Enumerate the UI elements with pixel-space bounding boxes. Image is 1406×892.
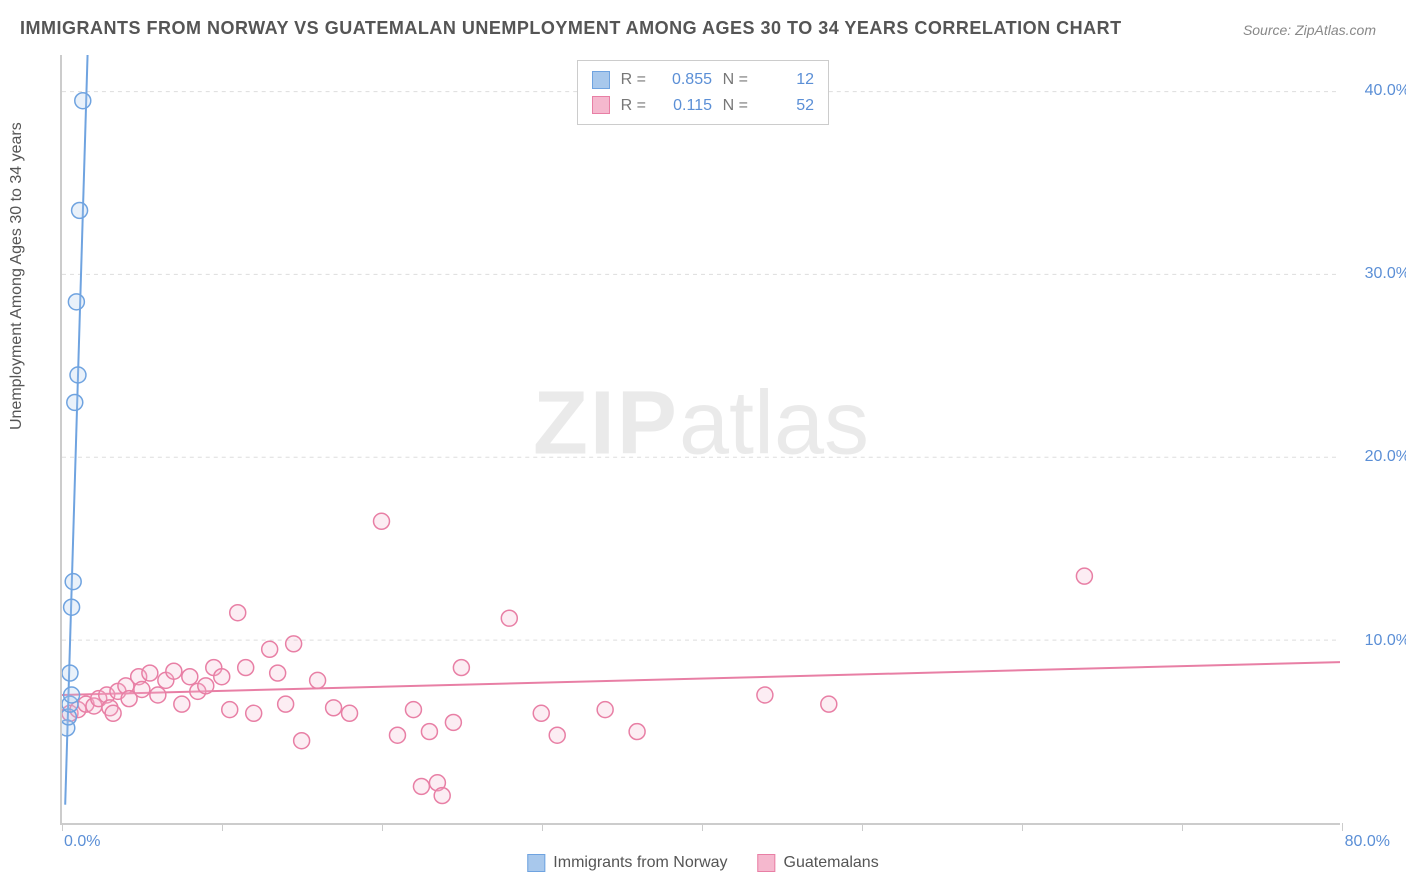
swatch-guatemalans [592, 96, 610, 114]
plot-area: ZIPatlas 10.0%20.0%30.0%40.0%0.0%80.0% [60, 55, 1340, 825]
correlation-row-norway: R = 0.855 N = 12 [592, 67, 814, 93]
n-value-guatemalans: 52 [756, 93, 814, 119]
y-tick-label: 30.0% [1365, 265, 1406, 283]
legend-item-norway: Immigrants from Norway [527, 854, 727, 872]
n-value-norway: 12 [756, 67, 814, 93]
r-value-norway: 0.855 [654, 67, 712, 93]
x-tick-label: 80.0% [1345, 833, 1390, 851]
x-tick [222, 823, 223, 831]
chart-title: IMMIGRANTS FROM NORWAY VS GUATEMALAN UNE… [20, 18, 1122, 39]
x-tick [382, 823, 383, 831]
legend-label-guatemalans: Guatemalans [784, 854, 879, 872]
x-tick [1182, 823, 1183, 831]
r-label: R = [618, 67, 646, 93]
r-value-guatemalans: 0.115 [654, 93, 712, 119]
y-tick-label: 40.0% [1365, 82, 1406, 100]
legend-label-norway: Immigrants from Norway [553, 854, 727, 872]
y-tick-label: 20.0% [1365, 448, 1406, 466]
watermark-rest: atlas [679, 373, 869, 473]
x-tick [702, 823, 703, 831]
x-tick [542, 823, 543, 831]
y-axis-title: Unemployment Among Ages 30 to 34 years [8, 122, 26, 430]
correlation-row-guatemalans: R = 0.115 N = 52 [592, 93, 814, 119]
y-tick-label: 10.0% [1365, 632, 1406, 650]
source-attribution: Source: ZipAtlas.com [1243, 22, 1376, 38]
swatch-norway-icon [527, 854, 545, 872]
swatch-norway [592, 71, 610, 89]
x-tick [1022, 823, 1023, 831]
x-tick [862, 823, 863, 831]
n-label: N = [720, 67, 748, 93]
watermark-bold: ZIP [533, 373, 679, 473]
r-label: R = [618, 93, 646, 119]
x-tick [62, 823, 63, 831]
legend-item-guatemalans: Guatemalans [758, 854, 879, 872]
n-label: N = [720, 93, 748, 119]
swatch-guatemalans-icon [758, 854, 776, 872]
series-legend: Immigrants from Norway Guatemalans [527, 854, 878, 872]
x-tick-label: 0.0% [64, 833, 100, 851]
correlation-legend: R = 0.855 N = 12 R = 0.115 N = 52 [577, 60, 829, 125]
watermark: ZIPatlas [533, 372, 869, 475]
chart-svg [62, 55, 1340, 823]
x-tick [1342, 823, 1343, 831]
